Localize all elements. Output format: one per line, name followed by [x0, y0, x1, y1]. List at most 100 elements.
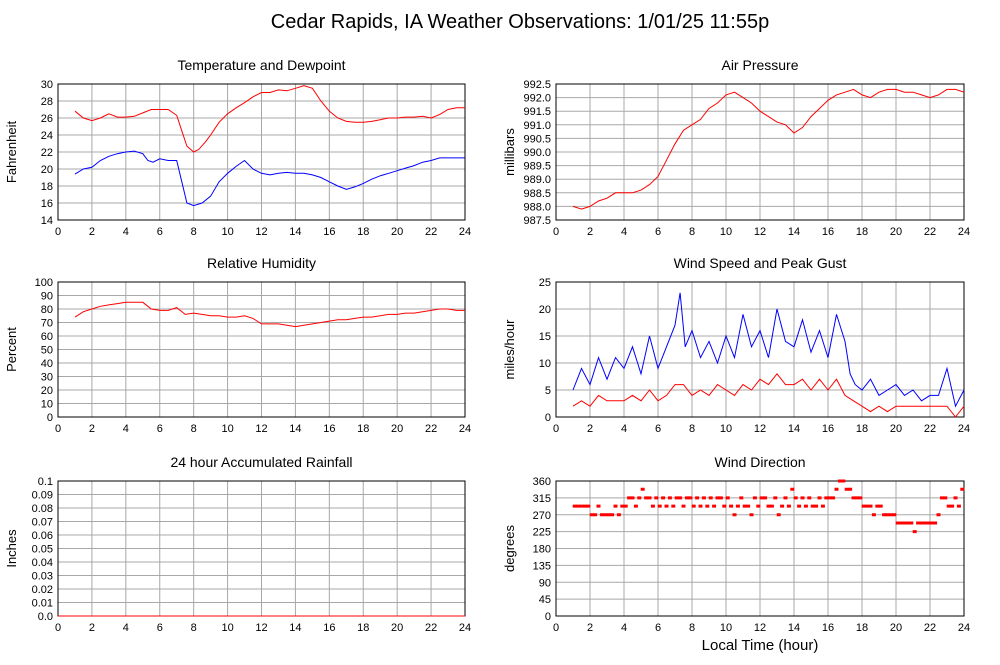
data-point — [688, 496, 693, 500]
y-tick-label: 0.06 — [32, 530, 53, 542]
x-tick-label: 22 — [924, 622, 936, 634]
data-point — [854, 496, 859, 500]
x-tick-label: 12 — [754, 423, 766, 435]
x-tick-label: 6 — [157, 226, 163, 238]
data-point — [793, 496, 798, 500]
x-tick-label: 8 — [689, 622, 695, 634]
x-tick-label: 20 — [890, 423, 902, 435]
data-point — [780, 504, 785, 508]
data-point — [919, 521, 924, 525]
data-point — [722, 504, 727, 508]
series-line-wind-1 — [572, 372, 965, 418]
data-point — [739, 496, 744, 500]
data-point — [681, 504, 686, 508]
x-tick-label: 16 — [323, 226, 335, 238]
x-tick-label: 20 — [391, 226, 403, 238]
x-tick-label: 6 — [655, 226, 661, 238]
y-tick-label: 0 — [47, 412, 53, 424]
x-tick-label: 2 — [89, 622, 95, 634]
data-point — [790, 487, 795, 491]
data-point — [888, 513, 893, 517]
x-tick-label: 4 — [621, 423, 627, 435]
y-tick-label: 100 — [35, 277, 53, 289]
data-point — [596, 504, 601, 508]
data-point — [613, 504, 618, 508]
data-point — [572, 504, 577, 508]
x-tick-label: 16 — [323, 423, 335, 435]
data-point — [858, 496, 863, 500]
y-tick-label: 25 — [539, 277, 551, 289]
x-tick-label: 0 — [55, 423, 61, 435]
y-tick-label: 24 — [41, 130, 53, 142]
data-point — [831, 496, 836, 500]
x-tick-label: 8 — [689, 423, 695, 435]
data-point — [729, 504, 734, 508]
y-tick-label: 14 — [41, 215, 53, 227]
y-tick-label: 0.02 — [32, 584, 53, 596]
y-tick-label: 992.5 — [523, 79, 551, 91]
data-point — [929, 521, 934, 525]
data-point — [814, 504, 819, 508]
data-point — [593, 513, 598, 517]
data-point — [895, 521, 900, 525]
data-point — [671, 504, 676, 508]
data-point — [698, 504, 703, 508]
y-tick-label: 16 — [41, 198, 53, 210]
y-axis-label: Percent — [4, 327, 19, 372]
page-title: Cedar Rapids, IA Weather Observations: 1… — [271, 11, 769, 33]
x-tick-label: 12 — [754, 622, 766, 634]
data-point — [837, 479, 842, 483]
data-point — [776, 513, 781, 517]
series-line-wind-0 — [572, 292, 965, 408]
y-tick-label: 270 — [533, 510, 551, 522]
data-point — [674, 496, 679, 500]
x-tick-label: 16 — [822, 423, 834, 435]
x-tick-label: 22 — [425, 226, 437, 238]
y-tick-label: 988.0 — [523, 201, 551, 213]
data-point — [579, 504, 584, 508]
data-point — [834, 487, 839, 491]
y-tick-label: 30 — [41, 372, 53, 384]
chart-title: Wind Speed and Peak Gust — [674, 255, 847, 271]
data-point — [810, 504, 815, 508]
data-point — [868, 504, 873, 508]
y-axis-label: degrees — [502, 525, 517, 572]
y-tick-label: 0.01 — [32, 598, 53, 610]
data-point — [953, 496, 958, 500]
x-tick-label: 2 — [89, 226, 95, 238]
data-point — [589, 513, 594, 517]
y-tick-label: 180 — [533, 544, 551, 556]
data-point — [644, 496, 649, 500]
x-tick-label: 0 — [553, 423, 559, 435]
x-tick-label: 2 — [587, 622, 593, 634]
x-tick-label: 22 — [425, 423, 437, 435]
x-tick-label: 18 — [856, 622, 868, 634]
data-point — [882, 513, 887, 517]
x-tick-label: 0 — [55, 226, 61, 238]
data-point — [912, 530, 917, 534]
x-tick-label: 18 — [856, 423, 868, 435]
data-point — [705, 504, 710, 508]
y-tick-label: 989.5 — [523, 161, 551, 173]
x-tick-label: 24 — [958, 622, 970, 634]
y-tick-label: 40 — [41, 358, 53, 370]
x-tick-label: 8 — [191, 226, 197, 238]
data-point — [610, 513, 615, 517]
y-tick-label: 80 — [41, 304, 53, 316]
data-point — [797, 504, 802, 508]
data-point — [786, 504, 791, 508]
data-point — [691, 504, 696, 508]
y-tick-label: 989.0 — [523, 174, 551, 186]
x-tick-label: 4 — [621, 226, 627, 238]
chart-direction: Wind Directiondegrees0459013518022527031… — [502, 454, 970, 634]
x-tick-label: 14 — [788, 622, 800, 634]
data-point — [871, 513, 876, 517]
x-tick-label: 14 — [788, 423, 800, 435]
data-point — [664, 504, 669, 508]
y-tick-label: 5 — [545, 385, 551, 397]
x-tick-label: 14 — [289, 622, 301, 634]
y-tick-label: 30 — [41, 79, 53, 91]
data-point — [922, 521, 927, 525]
